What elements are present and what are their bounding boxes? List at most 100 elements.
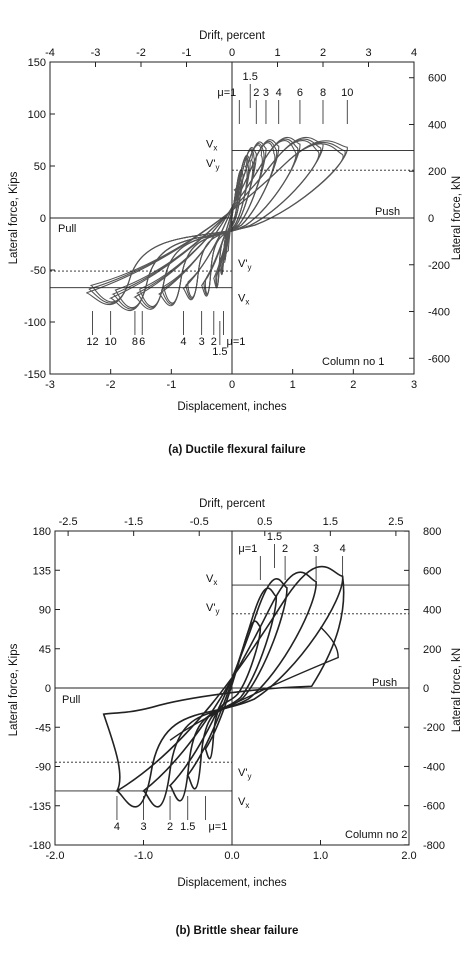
x-tick-label: 2.0	[401, 850, 416, 862]
top-tick-label: 1	[274, 47, 280, 59]
mu-pull-label: 12	[86, 336, 98, 348]
panel-a-ductile-flexural: -3 -2 -1 0 1 2 3-4 -3 -2 -1 0 1 2 3 4150100500-50-100-…	[8, 30, 463, 456]
mu-push-label: μ=1	[217, 87, 236, 99]
mu-pull-label: 4	[114, 821, 120, 833]
pull-label-a: Pull	[58, 223, 76, 235]
mu-push-label: 3	[263, 87, 269, 99]
mu-pull-label: 10	[105, 336, 117, 348]
mu-pull-label: 2	[211, 336, 217, 348]
top-tick-label: -1.5	[124, 516, 143, 528]
failure-excursion	[102, 576, 345, 792]
mu-push-label: 3	[313, 543, 319, 555]
right-tick-label: -800	[423, 840, 445, 852]
top-tick-label: -0.5	[190, 516, 209, 528]
y-tick-label: -90	[35, 762, 51, 774]
panel-label-a: Column no 1	[322, 356, 384, 368]
y-tick-label: 135	[33, 565, 51, 577]
right-tick-label: 800	[423, 526, 441, 538]
y-tick-label: 100	[28, 109, 46, 121]
top-tick-label: 4	[411, 47, 417, 59]
y-tick-label: 90	[39, 605, 51, 617]
top-tick-label: 1.5	[323, 516, 338, 528]
mu-push-label: 2	[253, 87, 259, 99]
top-tick-label: -3	[91, 47, 101, 59]
mu-push-label: 1.5	[267, 531, 282, 543]
right-tick-label: -600	[428, 353, 450, 365]
push-label-a: Push	[375, 206, 400, 218]
top-axis-title-b: Drift, percent	[199, 498, 266, 510]
mu-push-label: 4	[340, 543, 346, 555]
x-tick-label: -1	[166, 379, 176, 391]
hysteresis-loops-b	[102, 565, 345, 808]
y-tick-label: 0	[40, 213, 46, 225]
top-tick-label: 2.5	[388, 516, 403, 528]
hysteresis-loop	[141, 571, 317, 808]
right-axis-title-a: Lateral force, kN	[451, 176, 463, 260]
vy-level-label: V'y	[238, 767, 251, 781]
y-tick-label: -45	[35, 722, 51, 734]
hysteresis-loop	[182, 141, 267, 301]
right-axis-title-b: Lateral force, kN	[451, 648, 463, 732]
y-tick-label: -50	[30, 265, 46, 277]
x-axis-title-a: Displacement, inches	[177, 401, 287, 413]
hysteresis-loop	[221, 171, 241, 274]
failure-excursion	[169, 626, 339, 741]
vx-level-label: Vx	[206, 573, 217, 587]
mu-push-label: 8	[320, 87, 326, 99]
y-tick-label: -100	[24, 317, 46, 329]
y-tick-label: -135	[29, 801, 51, 813]
hysteresis-loop	[163, 142, 276, 304]
right-tick-label: 600	[423, 565, 441, 577]
right-tick-label: -200	[428, 260, 450, 272]
mu-push-label: 1.5	[243, 71, 258, 83]
top-tick-label: -2	[136, 47, 146, 59]
right-tick-label: 200	[428, 166, 446, 178]
hysteresis-loop	[114, 140, 320, 309]
right-tick-label: -400	[428, 307, 450, 319]
hysteresis-loop	[168, 578, 288, 802]
mu-push-label: 4	[276, 87, 282, 99]
mu-pull-label: 1.5	[212, 346, 227, 358]
mu-pull-label: 6	[139, 336, 145, 348]
x-axis-title-b: Displacement, inches	[177, 877, 287, 889]
y-tick-label: -180	[29, 840, 51, 852]
mu-push-label: 2	[282, 543, 288, 555]
push-label-b: Push	[372, 677, 397, 689]
x-tick-label: -3	[45, 379, 55, 391]
y-tick-label: 180	[33, 526, 51, 538]
right-tick-label: 0	[428, 213, 434, 225]
mu-pull-label: 4	[180, 336, 186, 348]
top-tick-label: -2.5	[59, 516, 78, 528]
y-axis-title-b: Lateral force, Kips	[8, 643, 20, 736]
y-tick-label: 50	[34, 161, 46, 173]
right-tick-label: 400	[423, 605, 441, 617]
panel-label-b: Column no 2	[345, 829, 407, 841]
hysteresis-loop	[114, 565, 344, 808]
hysteresis-loop	[139, 140, 297, 308]
hysteresis-loop	[204, 149, 254, 295]
y-tick-label: 45	[39, 644, 51, 656]
mu-pull-label: 3	[199, 336, 205, 348]
caption-a: (a) Ductile flexural failure	[168, 444, 305, 456]
mu-pull-label: μ=1	[208, 821, 227, 833]
x-tick-label: 1.0	[313, 850, 328, 862]
mu-pull-label: 1.5	[180, 821, 195, 833]
vx-level-label: Vx	[206, 138, 217, 152]
axes-b: -2.0 -1.0 0.0 1.0 2.0 -2.5 -1.5 -0.5 0.5 1.5 2.5 18…	[29, 516, 445, 862]
pull-label-b: Pull	[62, 694, 80, 706]
top-axis-title-a: Drift, percent	[199, 30, 266, 42]
x-tick-label: 1	[290, 379, 296, 391]
x-tick-label: 3	[411, 379, 417, 391]
mu-push-label: 10	[341, 87, 353, 99]
vx-level-label: Vx	[238, 293, 249, 307]
panel-b-brittle-shear: -2.0 -1.0 0.0 1.0 2.0 -2.5 -1.5 -0.5 0.5 1.5 2.5 18…	[8, 498, 463, 937]
x-tick-label: 0.0	[224, 850, 239, 862]
caption-b: (b) Brittle shear failure	[176, 925, 299, 937]
y-tick-label: 150	[28, 57, 46, 69]
right-tick-label: 200	[423, 644, 441, 656]
axes-a: -3 -2 -1 0 1 2 3-4 -3 -2 -1 0 1 2 3 4150100500-50-100-…	[24, 47, 450, 391]
x-tick-label: -2.0	[46, 850, 65, 862]
vy-level-label: V'y	[238, 258, 251, 272]
right-tick-label: 600	[428, 73, 446, 85]
